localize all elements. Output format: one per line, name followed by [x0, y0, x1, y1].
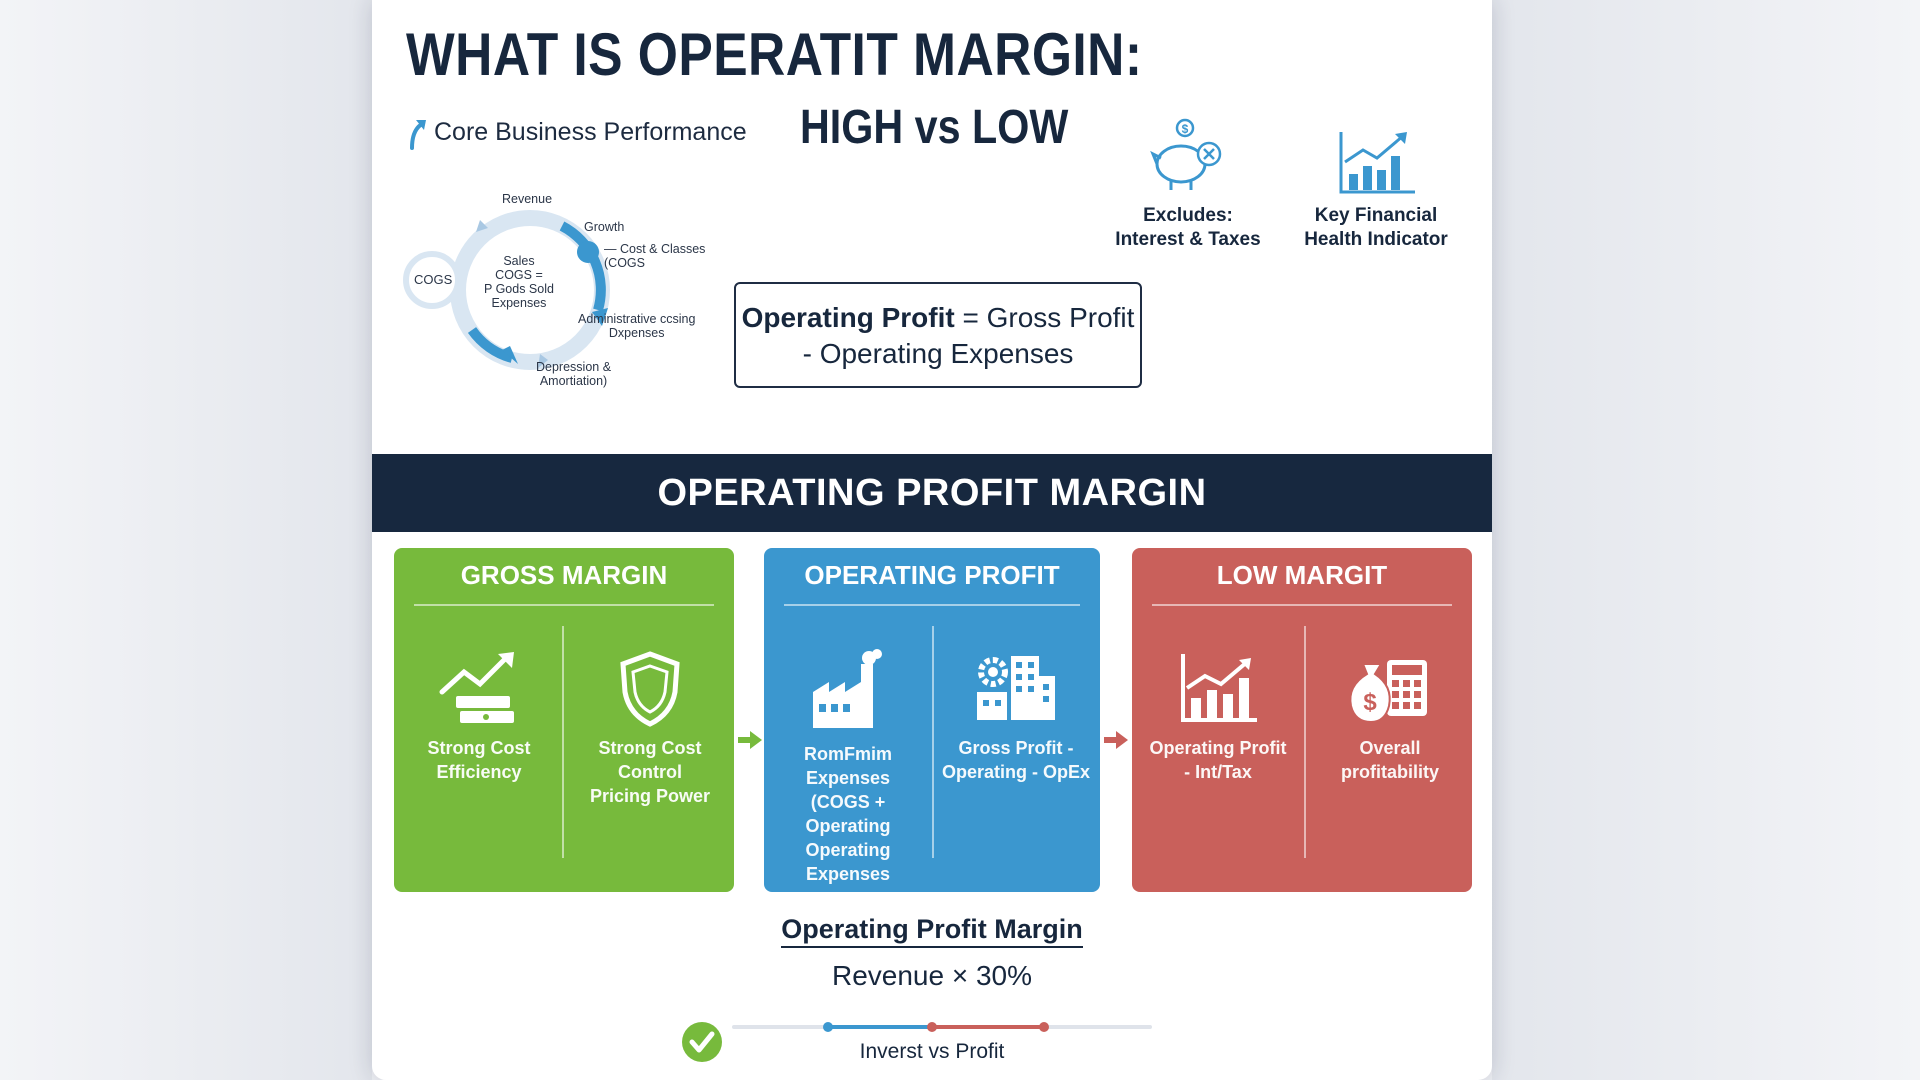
formula-rest-line1: = Gross Profit	[962, 302, 1135, 333]
low-right-line2: profitability	[1341, 762, 1439, 782]
bottom-title-text: Operating Profit Margin	[781, 914, 1083, 948]
invest-profit-scale	[823, 1022, 1049, 1032]
operating-right-cell: Gross Profit - Operating - OpEx	[936, 648, 1096, 784]
cycle-center-line4: Expenses	[491, 296, 547, 310]
formula-rest-line2: - Operating Expenses	[802, 338, 1074, 369]
background-left	[0, 0, 372, 1080]
cycle-revenue: Revenue	[502, 192, 553, 206]
shield-icon	[620, 651, 680, 727]
cycle-dep-line1: Depression &	[536, 360, 612, 374]
cycle-admin-line2: Dxpenses	[608, 326, 665, 340]
svg-text:$: $	[1363, 689, 1377, 716]
low-right-cell: $ Overall profitability	[1312, 648, 1468, 784]
operating-left-cell: RomFmim Expenses (COGS + Operating Opera…	[766, 648, 930, 886]
cycle-center-line3: P Gods Sold	[484, 282, 554, 296]
gross-margin-panel: GROSS MARGIN Strong Cost Efficiency Stro…	[394, 548, 734, 892]
bottom-title: Operating Profit Margin	[372, 914, 1492, 948]
low-left-line2: - Int/Tax	[1184, 762, 1252, 782]
health-line1: Key Financial	[1314, 205, 1438, 226]
operating-left-line1: RomFmim Expenses	[803, 744, 892, 788]
excludes-block: $ Excludes: Interest & Taxes	[1088, 118, 1288, 252]
check-icon	[682, 1022, 722, 1062]
operating-profit-title: OPERATING PROFIT	[804, 560, 1060, 590]
low-right-line1: Overall	[1359, 738, 1421, 758]
formula-box: Operating Profit = Gross Profit - Operat…	[734, 282, 1142, 388]
up-arrow-icon	[410, 120, 426, 150]
health-line2: Health Indicator	[1304, 229, 1448, 250]
formula-bold: Operating Profit	[741, 302, 955, 333]
green-arrow-icon	[738, 731, 762, 749]
low-left-line1: Operating Profit	[1149, 738, 1287, 758]
invest-profit-track	[732, 1022, 1152, 1032]
gross-margin-right-cell: Strong Cost Control Pricing Power	[570, 648, 730, 808]
factory-icon	[813, 649, 882, 728]
cycle-center-line1: Sales	[503, 254, 535, 268]
business-cycle-diagram: Revenue Growth — Cost & Classes (COGS CO…	[402, 180, 705, 400]
low-margin-title: LOW MARGIT	[1216, 560, 1388, 590]
operating-right-line1: Gross Profit -	[958, 738, 1074, 758]
section-band: OPERATING PROFIT MARGIN	[372, 454, 1492, 532]
gross-left-line2: Efficiency	[436, 762, 522, 782]
gross-right-line1: Strong Cost Control	[598, 738, 702, 782]
operating-left-line2: (COGS + Operating	[805, 792, 891, 836]
operating-right-line2: Operating - OpEx	[941, 762, 1091, 782]
bar-chart-icon	[1181, 654, 1257, 722]
trend-money-icon	[439, 652, 514, 723]
cycle-growth: Growth	[584, 220, 625, 234]
cycle-cost-line1: — Cost & Classes	[604, 242, 706, 256]
infographic-page: WHAT IS OPERATIT MARGIN: Core Business P…	[372, 0, 1492, 1080]
gross-margin-title: GROSS MARGIN	[460, 560, 668, 590]
subtitle: Core Business Performance	[404, 114, 747, 150]
cycle-admin: Administrative ccsing Dxpenses	[578, 312, 695, 340]
low-margin-panel: LOW MARGIT Operating Profit - Int/Tax	[1132, 548, 1472, 892]
background-right	[1492, 0, 1920, 1080]
low-left-cell: Operating Profit - Int/Tax	[1138, 648, 1298, 784]
gross-margin-divider	[562, 626, 564, 858]
operating-left-line3: Operating Expenses	[805, 840, 891, 884]
cycle-cost-line2: (COGS	[604, 256, 645, 270]
comparison-title: HIGH vs LOW	[800, 101, 1069, 154]
cycle-cost: — Cost & Classes (COGS	[604, 242, 705, 270]
gross-margin-left-cell: Strong Cost Efficiency	[404, 648, 554, 784]
gross-right-line2: Pricing Power	[589, 786, 711, 806]
cycle-center: Sales COGS = P Gods Sold Expenses	[484, 254, 554, 310]
invest-profit-caption: Inverst vs Profit	[859, 1040, 1005, 1063]
excludes-line2: Interest & Taxes	[1115, 229, 1261, 250]
gross-left-line1: Strong Cost	[427, 738, 531, 758]
operating-profit-divider	[932, 626, 934, 858]
money-bag-calculator-icon: $	[1349, 660, 1427, 724]
piggy-bank-icon: $	[1150, 118, 1222, 190]
gross-margin-rule	[414, 604, 714, 606]
operating-profit-rule	[784, 604, 1080, 606]
bottom-formula: Revenue × 30%	[831, 960, 1033, 991]
health-indicator-block: Key Financial Health Indicator	[1276, 128, 1476, 252]
low-margin-rule	[1152, 604, 1452, 606]
low-margin-divider	[1304, 626, 1306, 858]
red-arrow-icon	[1104, 731, 1128, 749]
cycle-cogs: COGS	[414, 272, 453, 287]
excludes-line1: Excludes:	[1143, 205, 1233, 226]
subtitle-text: Core Business Performance	[434, 117, 747, 146]
cycle-depreciation: Depression & Amortiation)	[536, 360, 611, 388]
gear-building-icon	[977, 656, 1055, 720]
cycle-admin-line1: Administrative ccsing	[578, 312, 696, 326]
svg-text:$: $	[1182, 122, 1189, 136]
cycle-ring	[403, 210, 610, 370]
cycle-dep-line2: Amortiation)	[539, 374, 608, 388]
growth-chart-icon	[1339, 132, 1415, 194]
cycle-center-line2: COGS =	[495, 268, 543, 282]
operating-profit-panel: OPERATING PROFIT RomFmim Expenses (COGS …	[764, 548, 1100, 892]
page-title: WHAT IS OPERATIT MARGIN:	[406, 21, 1143, 88]
